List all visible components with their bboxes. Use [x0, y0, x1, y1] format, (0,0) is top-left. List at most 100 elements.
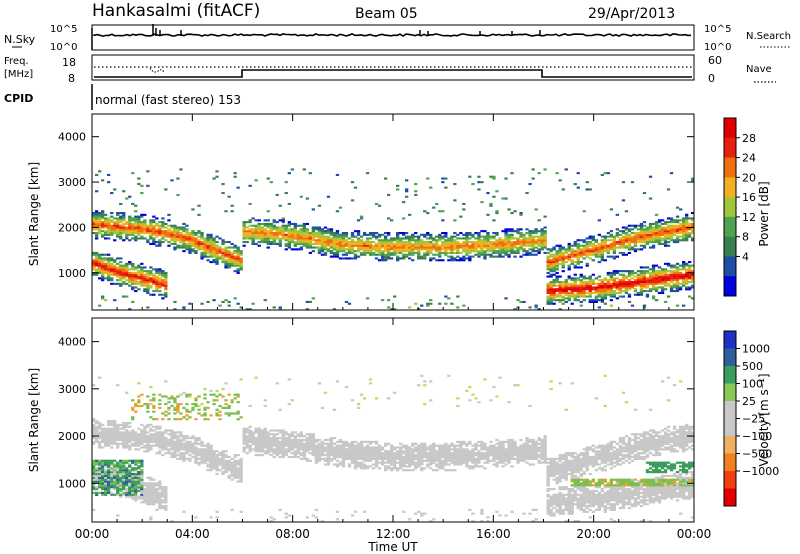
velocity-cell [326, 450, 331, 453]
velocity-cell [143, 482, 147, 485]
velocity-cell [170, 520, 174, 523]
velocity-cell [275, 382, 279, 385]
power-cell [230, 210, 234, 213]
power-cell [567, 286, 571, 289]
power-cell [134, 232, 138, 235]
power-cell [627, 275, 632, 278]
power-cell [384, 248, 388, 251]
power-cell [564, 284, 568, 287]
power-cell [317, 246, 322, 249]
power-cell [691, 230, 695, 233]
power-cell [272, 219, 276, 222]
power-cell [685, 268, 689, 271]
velocity-cell [104, 440, 108, 443]
power-cell [630, 271, 635, 274]
velocity-cell [299, 438, 303, 442]
power-cell [495, 241, 499, 244]
velocity-cell [158, 506, 162, 510]
power-cell [609, 304, 613, 307]
power-cell [537, 248, 541, 251]
power-cell [672, 233, 677, 236]
velocity-cell [122, 480, 126, 483]
power-cell [230, 261, 234, 264]
velocity-cell [149, 478, 153, 481]
power-cell [432, 239, 436, 242]
velocity-cell [290, 438, 294, 442]
velocity-cell [107, 467, 111, 470]
power-cell [477, 241, 481, 244]
velocity-cell [104, 461, 108, 464]
power-cell [525, 242, 529, 245]
velocity-cell [98, 469, 102, 472]
velocity-cell [113, 431, 117, 434]
velocity-cell [224, 467, 228, 470]
power-cell [176, 235, 180, 238]
power-cell [648, 241, 653, 244]
power-cell [134, 222, 138, 225]
power-cell [501, 244, 505, 247]
nsky-spikes [91, 24, 541, 50]
velocity-cell [182, 457, 186, 460]
power-cell [576, 253, 580, 256]
velocity-cell [146, 442, 150, 445]
power-cell [679, 239, 683, 242]
velocity-cell [284, 438, 288, 442]
power-cell [504, 233, 508, 236]
velocity-cell [146, 448, 150, 451]
power-cell [576, 242, 580, 245]
power-cell [266, 232, 270, 235]
velocity-cell [155, 489, 159, 493]
velocity-cell [215, 459, 219, 462]
power-cell [417, 257, 421, 260]
velocity-cell [113, 440, 117, 443]
cpid-label: CPID [4, 92, 33, 105]
velocity-cell [119, 482, 123, 485]
velocity-cell [311, 448, 315, 451]
power-cell [368, 248, 373, 251]
velocity-cell [248, 448, 252, 451]
power-cell [585, 295, 589, 298]
velocity-cell [131, 418, 135, 421]
power-cell [679, 228, 683, 231]
power-cell [384, 177, 388, 180]
power-cell [636, 233, 641, 236]
colorbar-tick-label: 12 [742, 211, 756, 224]
power-cell [555, 262, 559, 265]
power-cell [651, 228, 656, 231]
power-cell [384, 255, 388, 258]
velocity-cell [158, 493, 162, 496]
power-cell [543, 237, 547, 240]
velocity-cell [116, 471, 120, 474]
power-cell [528, 306, 532, 309]
power-cell [113, 188, 117, 191]
power-cell [194, 237, 198, 240]
power-cell [495, 210, 499, 213]
velocity-cell [164, 444, 168, 447]
power-cell [344, 239, 349, 242]
power-cell [101, 279, 105, 282]
colorbar-tick-label: 28 [742, 132, 756, 145]
velocity-cell [227, 406, 231, 409]
power-cell [606, 284, 610, 287]
power-cell [498, 241, 502, 244]
power-cell [245, 221, 249, 224]
power-cell [326, 248, 331, 251]
power-cell [669, 270, 674, 273]
power-cell [320, 239, 325, 242]
power-cell [657, 270, 662, 273]
power-cell [688, 270, 692, 273]
power-cell [691, 239, 695, 242]
power-cell [555, 281, 559, 284]
velocity-cell [293, 442, 297, 445]
velocity-cell [155, 435, 159, 438]
velocity-cell [332, 452, 337, 455]
velocity-cell [158, 499, 162, 502]
velocity-cell [188, 444, 192, 447]
velocity-cell [161, 506, 165, 510]
power-cell [669, 277, 674, 280]
power-cell [606, 271, 610, 274]
power-cell [98, 230, 102, 233]
power-cell [131, 282, 135, 285]
power-cell [215, 244, 219, 247]
power-cell [365, 239, 370, 242]
